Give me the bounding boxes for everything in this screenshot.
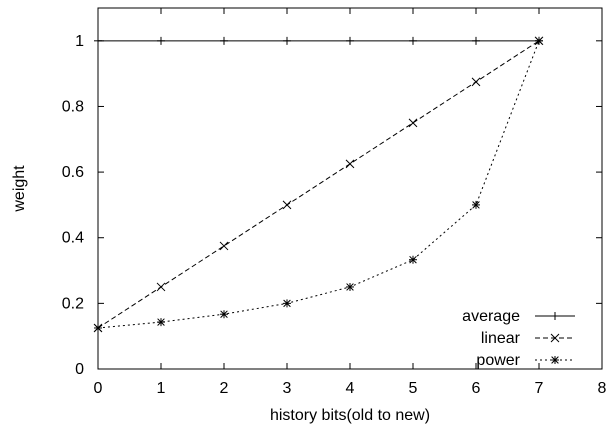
series-power [94, 36, 543, 332]
point-power-3 [283, 299, 291, 308]
point-power-0-diag-b [94, 324, 102, 332]
point-power-5 [409, 255, 417, 264]
x-tick-label-8: 8 [598, 380, 607, 397]
point-power-1 [157, 318, 165, 327]
point-power-0 [94, 323, 102, 332]
legend-marker-power [551, 356, 559, 364]
plot-frame [97, 7, 603, 370]
y-tick-label-0-4: 0.4 [62, 230, 84, 247]
point-linear-1-diag-b [156, 282, 166, 292]
x-tick-label-7: 7 [535, 380, 544, 397]
point-power-7-diag-b [535, 37, 543, 45]
legend: average linear power [462, 308, 575, 369]
point-average-4 [346, 36, 354, 45]
point-power-5-diag-b [409, 255, 417, 264]
x-axis-label: history bits(old to new) [270, 407, 430, 424]
y-tick-label-0: 0 [75, 361, 84, 378]
point-average-6 [472, 36, 480, 45]
point-linear-6 [471, 77, 481, 87]
point-average-2 [220, 36, 228, 45]
x-tick-label-0: 0 [94, 380, 103, 397]
point-power-2 [220, 310, 228, 319]
legend-label-linear: linear [481, 330, 521, 347]
point-linear-6-diag-b [471, 77, 481, 87]
point-average-3 [283, 36, 291, 45]
legend-label-power: power [476, 352, 520, 369]
point-average-1 [157, 36, 165, 45]
legend-marker-power-diag-b [551, 356, 559, 364]
legend-label-average: average [462, 308, 520, 325]
x-tick-label-2: 2 [220, 380, 229, 397]
point-linear-4 [345, 159, 355, 169]
point-linear-4-diag-b [345, 159, 355, 169]
x-tick-label-5: 5 [409, 380, 418, 397]
plot-area [97, 7, 603, 370]
y-tick-label-0-8: 0.8 [62, 98, 84, 115]
point-power-1-diag-b [157, 318, 165, 326]
point-power-4-diag-b [346, 283, 354, 291]
point-power-2-diag-b [220, 310, 228, 318]
point-linear-2-diag-b [219, 241, 229, 251]
point-linear-3 [282, 200, 292, 210]
point-average-0 [94, 36, 102, 45]
y-tick-label-0-6: 0.6 [62, 164, 84, 181]
y-tick-label-1: 1 [75, 33, 84, 50]
x-tick-label-4: 4 [346, 380, 355, 397]
point-linear-1 [156, 282, 166, 292]
point-linear-3-diag-b [282, 200, 292, 210]
y-axis-label: weight [11, 165, 28, 213]
point-average-5 [409, 36, 417, 45]
x-tick-label-3: 3 [283, 380, 292, 397]
point-power-3-diag-b [283, 299, 291, 308]
legend-marker-linear-diag-b [550, 333, 560, 343]
series-group [93, 36, 544, 333]
point-linear-5 [408, 118, 418, 128]
point-power-7 [535, 36, 543, 45]
x-tick-label-1: 1 [157, 380, 166, 397]
point-power-4 [346, 282, 354, 291]
point-power-6 [472, 200, 480, 209]
point-power-6-diag-b [472, 201, 480, 209]
legend-marker-average [551, 312, 559, 320]
legend-marker-linear [550, 333, 560, 343]
x-tick-label-6: 6 [472, 380, 481, 397]
ticks: 0 1 2 3 4 5 6 7 8 0 0.2 0.4 0.6 0.8 1 [62, 8, 607, 397]
point-linear-5-diag-b [408, 118, 418, 128]
point-linear-2 [219, 241, 229, 251]
y-tick-label-0-2: 0.2 [62, 295, 84, 312]
